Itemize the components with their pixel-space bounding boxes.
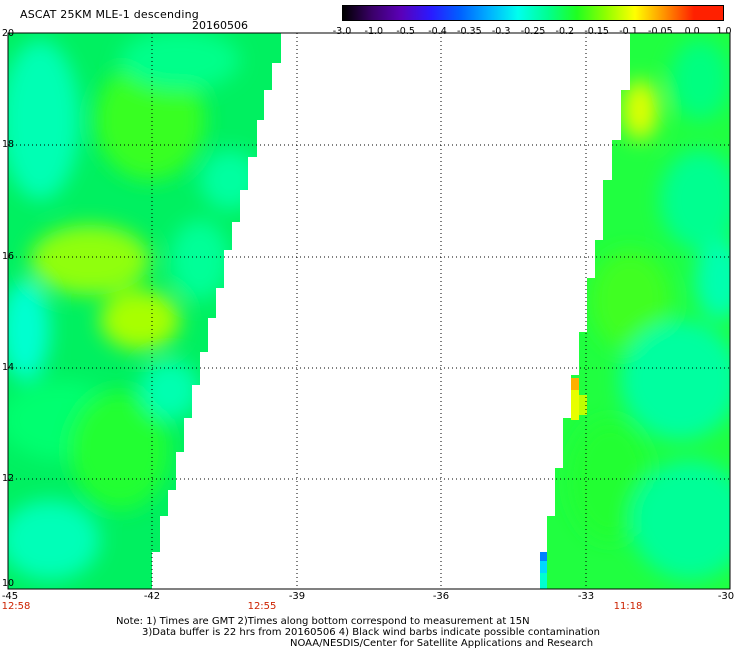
colorbar-label: -0.5 xyxy=(396,26,415,37)
time-label-2: 12:55 xyxy=(247,601,277,612)
colorbar-segment xyxy=(372,6,402,20)
colorbar-label: 0.0 xyxy=(684,26,700,37)
lat-label-12: 12 xyxy=(2,473,15,484)
time-label-3: 11:18 xyxy=(613,601,643,612)
lat-label-14: 14 xyxy=(2,362,15,373)
colorbar-label: -0.4 xyxy=(428,26,447,37)
time-label-1: 12:58 xyxy=(1,601,31,612)
colorbar-label: -3.0 xyxy=(332,26,352,37)
colorbar-label: -0.1 xyxy=(619,26,638,37)
note-line-3: NOAA/NESDIS/Center for Satellite Applica… xyxy=(290,638,594,649)
colorbar-label: -0.35 xyxy=(457,26,482,37)
lat-label-10: 10 xyxy=(2,578,15,589)
colorbar-segment xyxy=(343,6,373,20)
colorbar-segment xyxy=(489,6,519,20)
colorbar-label: -0.15 xyxy=(584,26,609,37)
lon-label-42: -42 xyxy=(143,591,161,602)
colorbar-segment xyxy=(664,6,694,20)
colorbar-label: -0.3 xyxy=(491,26,511,37)
lat-label-16: 16 xyxy=(2,251,15,262)
colorbar-segment xyxy=(401,6,431,20)
map-frame xyxy=(7,32,731,590)
colorbar-segment xyxy=(459,6,490,20)
right-swath xyxy=(540,33,730,589)
left-swath xyxy=(8,33,281,589)
colorbar-label: -0.25 xyxy=(520,26,546,37)
lon-label-45: -45 xyxy=(1,591,19,602)
lon-label-30: -30 xyxy=(717,591,735,602)
colorbar-segment xyxy=(693,6,724,20)
colorbar-label: -0.2 xyxy=(555,26,575,37)
colorbar-segment xyxy=(430,6,460,20)
lon-label-33: -33 xyxy=(577,591,595,602)
note-line-2: 3)Data buffer is 22 hrs from 20160506 4)… xyxy=(142,627,600,638)
lat-label-18: 18 xyxy=(2,139,15,150)
colorbar-segment xyxy=(576,6,607,20)
colorbar-segment xyxy=(547,6,577,20)
lon-label-36: -36 xyxy=(432,591,450,602)
colorbar xyxy=(342,5,724,21)
lat-lon-grid xyxy=(8,33,730,589)
chart-title: ASCAT 25KM MLE-1 descending xyxy=(20,8,199,21)
colorbar-label: -1.0 xyxy=(364,26,384,37)
chart-date: 20160506 xyxy=(192,19,248,32)
colorbar-segment xyxy=(606,6,636,20)
lon-label-39: -39 xyxy=(288,591,306,602)
colorbar-segment xyxy=(635,6,665,20)
lat-label-20: 20 xyxy=(2,28,15,39)
colorbar-segment xyxy=(518,6,548,20)
note-line-1: Note: 1) Times are GMT 2)Times along bot… xyxy=(116,616,530,627)
colorbar-label: 1.0 xyxy=(716,26,732,37)
colorbar-label: -0.05 xyxy=(648,26,673,37)
